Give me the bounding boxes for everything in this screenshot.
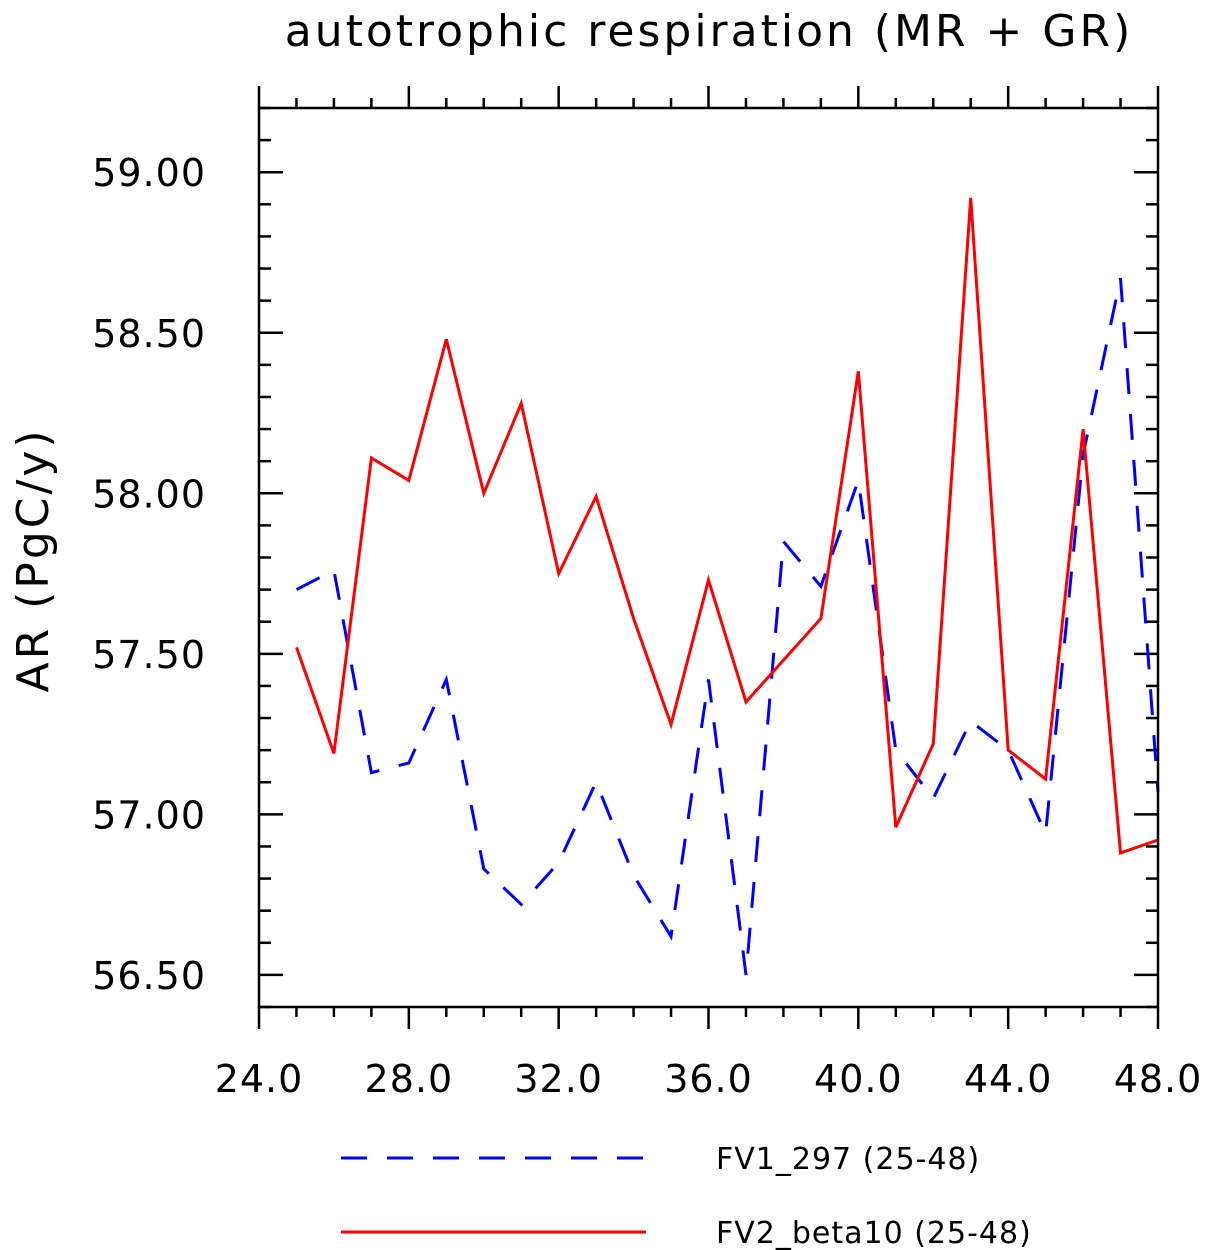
legend: FV1_297 (25-48) FV2_beta10 (25-48) bbox=[341, 1142, 1032, 1250]
x-tick-label: 32.0 bbox=[514, 1057, 603, 1101]
y-tick-label: 59.00 bbox=[92, 151, 206, 195]
y-tick-label: 56.50 bbox=[92, 954, 206, 998]
y-tick-label: 58.50 bbox=[92, 312, 206, 356]
y-tick-label: 58.00 bbox=[92, 472, 206, 516]
y-tick-label: 57.50 bbox=[92, 633, 206, 677]
x-tick-label: 24.0 bbox=[215, 1057, 304, 1101]
series-line bbox=[295, 277, 1160, 976]
plot-frame bbox=[257, 106, 1160, 1009]
x-tick-label: 36.0 bbox=[664, 1057, 753, 1101]
legend-label: FV2_beta10 (25-48) bbox=[716, 1216, 1032, 1250]
y-tick-label: 57.00 bbox=[92, 793, 206, 837]
series-line bbox=[295, 197, 1159, 855]
chart-title: autotrophic respiration (MR + GR) bbox=[285, 6, 1134, 57]
y-axis-label: AR (PgC/y) bbox=[8, 427, 59, 692]
x-tick-label: 44.0 bbox=[964, 1057, 1053, 1101]
x-tick-label: 28.0 bbox=[365, 1057, 454, 1101]
axis-ticks bbox=[257, 86, 1160, 1029]
series-layer bbox=[295, 197, 1160, 976]
x-tick-label: 48.0 bbox=[1114, 1057, 1203, 1101]
x-tick-label: 40.0 bbox=[814, 1057, 903, 1101]
axis-tick-labels: 24.0 28.0 32.0 36.0 40.0 44.0 48.0 56.50 57.00 57… bbox=[92, 151, 1203, 1101]
legend-label: FV1_297 (25-48) bbox=[716, 1142, 980, 1177]
